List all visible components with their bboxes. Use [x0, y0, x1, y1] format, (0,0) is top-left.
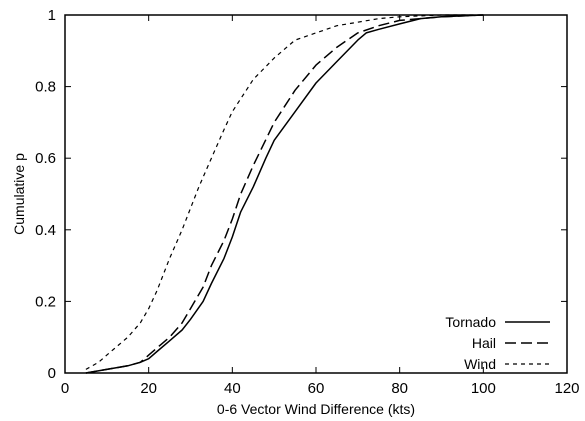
legend: Tornado Hail Wind — [445, 314, 550, 372]
series-line-tornado — [85, 14, 484, 374]
y-tick-label: 0 — [48, 365, 56, 382]
y-tick-label: 0.8 — [35, 79, 56, 96]
series-line-wind — [85, 14, 484, 370]
series-lines — [85, 14, 484, 374]
axis-ticks: 0 20 40 60 80 100 120 0 0.2 0.4 0.6 0.8 1 — [35, 7, 579, 397]
series-line-hail — [85, 14, 484, 374]
y-tick-label: 1 — [48, 7, 56, 24]
y-tick-label: 0.2 — [35, 293, 56, 310]
legend-label-hail: Hail — [472, 335, 496, 351]
x-tick-label: 120 — [554, 380, 579, 397]
x-tick-label: 60 — [308, 380, 325, 397]
legend-label-wind: Wind — [464, 356, 496, 372]
y-axis-label: Cumulative p — [11, 153, 27, 235]
plot-frame — [64, 14, 568, 374]
x-tick-label: 100 — [471, 380, 496, 397]
y-tick-label: 0.4 — [35, 222, 56, 239]
y-tick-label: 0.6 — [35, 150, 56, 167]
x-tick-label: 0 — [61, 380, 69, 397]
x-axis-label: 0-6 Vector Wind Difference (kts) — [217, 401, 415, 417]
x-tick-label: 40 — [224, 380, 241, 397]
legend-label-tornado: Tornado — [445, 314, 496, 330]
x-tick-label: 80 — [391, 380, 408, 397]
x-tick-label: 20 — [140, 380, 157, 397]
